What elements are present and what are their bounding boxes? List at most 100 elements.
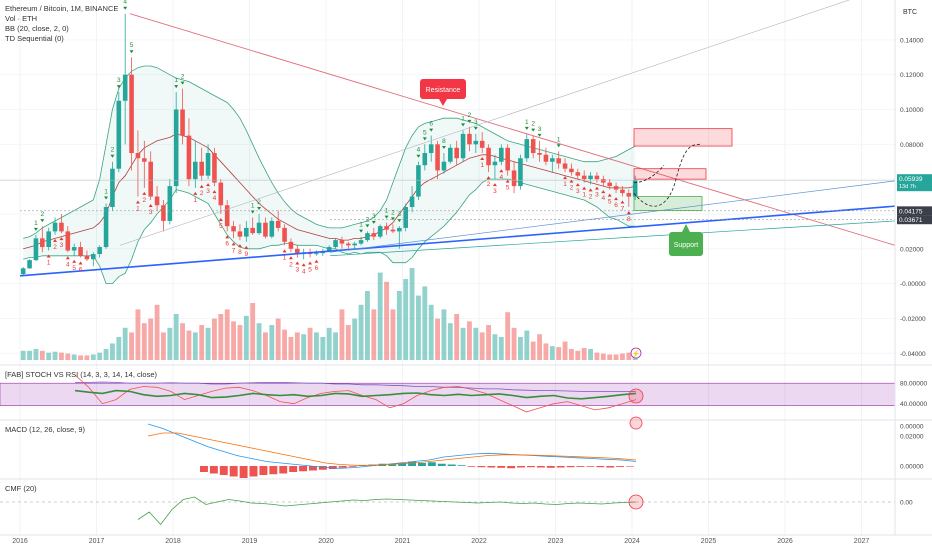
volume-bar — [301, 334, 307, 360]
td-sell-label: 1 — [582, 192, 586, 199]
stoch-highlight-2 — [629, 416, 643, 430]
macd-histogram-bar — [299, 466, 308, 472]
candle-body — [20, 268, 26, 275]
volume-bar — [269, 325, 275, 360]
candle-body — [403, 207, 408, 228]
volume-bar — [371, 309, 377, 360]
td-down-arrow — [594, 186, 599, 190]
td-sell-label: 3 — [149, 209, 153, 216]
candle-body — [135, 153, 141, 159]
volume-bar — [620, 353, 625, 360]
support-label: Support — [674, 242, 699, 249]
volume-bar — [231, 321, 236, 360]
td-down-arrow — [480, 157, 485, 161]
candle-body — [524, 139, 530, 159]
macd-histogram-bar — [477, 466, 486, 468]
candle-body — [409, 196, 415, 208]
price-tick-label: 0.12000 — [900, 72, 924, 79]
symbol-title: Ethereum / Bitcoin, 1M, BINANCE — [5, 4, 119, 13]
volume-bar — [97, 352, 103, 360]
candle-body — [454, 147, 459, 159]
volume-bar — [339, 309, 345, 360]
volume-bar — [607, 354, 613, 360]
candle-body — [632, 180, 638, 197]
candle-body — [244, 227, 249, 237]
stoch-green-line — [74, 389, 637, 400]
candle-body — [422, 153, 428, 166]
td-buy-label: 1 — [104, 189, 108, 196]
last-price-value: 0.05939 — [899, 176, 923, 183]
candle-body — [550, 158, 555, 162]
volume-bar — [441, 309, 447, 360]
support-callout-box — [669, 232, 703, 256]
volume-bar — [46, 352, 52, 360]
candle-body — [167, 186, 173, 221]
candle-body — [588, 175, 593, 180]
candle-body — [282, 227, 287, 242]
volume-bar — [167, 327, 173, 360]
volume-bar — [518, 337, 523, 360]
td-sell-label: 3 — [576, 188, 580, 195]
candle-body — [346, 243, 351, 246]
candle-body — [46, 231, 51, 248]
macd-title: MACD (12, 26, close, 9) — [5, 425, 86, 434]
macd-tick-label: 0.02000 — [900, 434, 924, 441]
candle-body — [473, 140, 479, 145]
macd-histogram-bar — [338, 466, 347, 468]
td-down-arrow — [486, 176, 491, 180]
macd-histogram-bar — [219, 466, 228, 475]
td-sell-label: 2 — [487, 181, 491, 188]
candle-body — [518, 158, 523, 187]
td-down-arrow — [308, 261, 313, 265]
grid — [19, 0, 862, 535]
year-label: 2018 — [165, 538, 181, 545]
candle-body — [256, 222, 262, 234]
candle-body — [384, 226, 389, 230]
support-callout-pointer — [682, 224, 690, 232]
macd-histogram-bar — [437, 463, 446, 466]
volume-bar — [173, 314, 179, 360]
td-down-arrow — [78, 261, 83, 265]
year-label: 2022 — [471, 538, 487, 545]
td-buy-label: 1 — [385, 208, 389, 215]
td-up-arrow — [116, 85, 121, 89]
td-up-arrow — [110, 154, 115, 158]
macd-histogram-bar — [348, 466, 357, 467]
td-down-arrow — [206, 183, 211, 187]
candle-body — [52, 222, 58, 232]
legend-td-sequential: TD Sequential (0) — [5, 34, 64, 43]
volume-bar — [505, 312, 511, 360]
price-tick-label: 0.02000 — [900, 246, 924, 253]
candle-body — [543, 154, 549, 162]
projection-path-1 — [633, 143, 701, 207]
macd-histogram-bar — [447, 464, 456, 466]
macd-histogram-bar — [457, 465, 466, 466]
volume-bar — [122, 327, 128, 360]
td-buy-label: 4 — [417, 147, 421, 154]
macd-histogram-bar — [318, 466, 327, 470]
macd-histogram-bar — [626, 466, 635, 467]
volume-bar — [549, 346, 555, 360]
year-label: 2017 — [89, 538, 105, 545]
volume-bar — [333, 332, 338, 360]
td-sell-label: 3 — [60, 242, 64, 249]
td-down-arrow — [601, 190, 606, 194]
volume-bar — [294, 332, 300, 360]
volume-bar — [581, 348, 587, 360]
candle-body — [122, 74, 128, 101]
td-up-arrow — [390, 217, 395, 221]
volume-bar — [562, 341, 568, 360]
target-zone-lower — [633, 168, 707, 180]
macd-histogram-bar — [239, 466, 248, 478]
td-down-arrow — [244, 245, 249, 249]
td-sell-label: 2 — [53, 244, 57, 251]
td-up-arrow — [473, 126, 478, 130]
candle-body — [161, 205, 166, 221]
macd-histogram-bar — [398, 463, 407, 466]
td-buy-label: 3 — [117, 77, 121, 84]
macd-histogram-bar — [269, 466, 278, 475]
stoch-tick-label: 80.00000 — [900, 381, 927, 388]
candle-body — [569, 168, 574, 173]
